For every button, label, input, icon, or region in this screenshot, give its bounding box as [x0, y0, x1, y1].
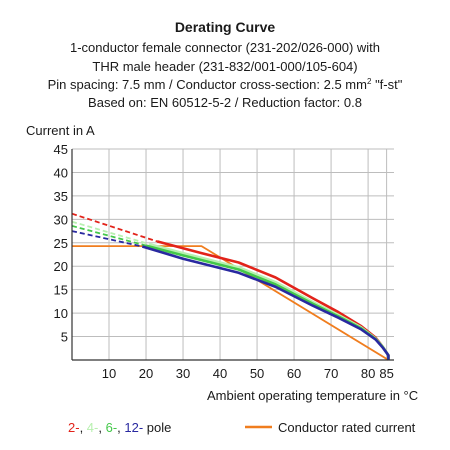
x-tick-label-30: 30 [176, 366, 190, 381]
y-tick-label-35: 35 [54, 189, 68, 204]
x-tick-label-80: 80 [361, 366, 375, 381]
legend-pole-text: 2-, 4-, 6-, 12- pole [68, 420, 171, 435]
legend-pole-part-3: , [98, 420, 105, 435]
subtitle-line-3-tail: "f-st" [375, 77, 403, 92]
y-tick-label-20: 20 [54, 259, 68, 274]
x-tick-label-50: 50 [250, 366, 264, 381]
y-tick-label-10: 10 [54, 306, 68, 321]
series-5-extrapolated-line [71, 230, 143, 248]
legend-pole-part-7: pole [143, 420, 171, 435]
y-tick-label-5: 5 [61, 330, 68, 345]
subtitle-line-4: Based on: EN 60512-5-2 / Reduction facto… [88, 95, 362, 110]
series-1-line [72, 245, 389, 361]
series-3-extrapolated-line [71, 220, 150, 246]
grid [72, 148, 394, 360]
y-tick-label-40: 40 [54, 165, 68, 180]
subtitle-line-3-main: Pin spacing: 7.5 mm / Conductor cross-se… [48, 77, 367, 92]
subtitle-line-3: Pin spacing: 7.5 mm / Conductor cross-se… [48, 77, 403, 92]
x-tick-label-40: 40 [213, 366, 227, 381]
y-tick-label-30: 30 [54, 212, 68, 227]
subtitle-superscript: 2 [367, 77, 372, 86]
x-tick-label-85: 85 [379, 366, 393, 381]
legend-pole-part-0: 2- [68, 420, 80, 435]
series-4-extrapolated-line [71, 225, 147, 247]
chart-title: Derating Curve [175, 19, 276, 35]
tick-labels: 10 20 30 40 50 60 70 80 85 5 10 15 20 25 30 35 40 45 [54, 142, 394, 381]
series-5-line [141, 245, 390, 360]
subtitle-line-2: THR male header (231-832/001-000/105-604… [92, 59, 357, 74]
legend-pole-part-1: , [80, 420, 87, 435]
axes [71, 149, 394, 361]
series-2-extrapolated-line [71, 212, 158, 243]
x-tick-label-60: 60 [287, 366, 301, 381]
series-4-line [145, 244, 390, 360]
legend-rated-label: Conductor rated current [278, 420, 416, 435]
x-axis-label: Ambient operating temperature in °C [207, 388, 418, 403]
x-tick-label-10: 10 [102, 366, 116, 381]
legend-pole-part-5: , [117, 420, 124, 435]
y-tick-label-45: 45 [54, 142, 68, 157]
y-tick-label-15: 15 [54, 283, 68, 298]
legend-pole-part-2: 4- [87, 420, 99, 435]
legend-pole-part-4: 6- [106, 420, 118, 435]
x-tick-label-70: 70 [324, 366, 338, 381]
series-2-line [156, 240, 390, 360]
legend-pole-part-6: 12- [124, 420, 143, 435]
subtitle-line-1: 1-conductor female connector (231-202/02… [70, 40, 380, 55]
y-axis-label: Current in A [26, 123, 95, 138]
y-tick-label-25: 25 [54, 236, 68, 251]
x-tick-label-20: 20 [139, 366, 153, 381]
series-lines [71, 212, 390, 361]
series-3-line [149, 242, 390, 360]
